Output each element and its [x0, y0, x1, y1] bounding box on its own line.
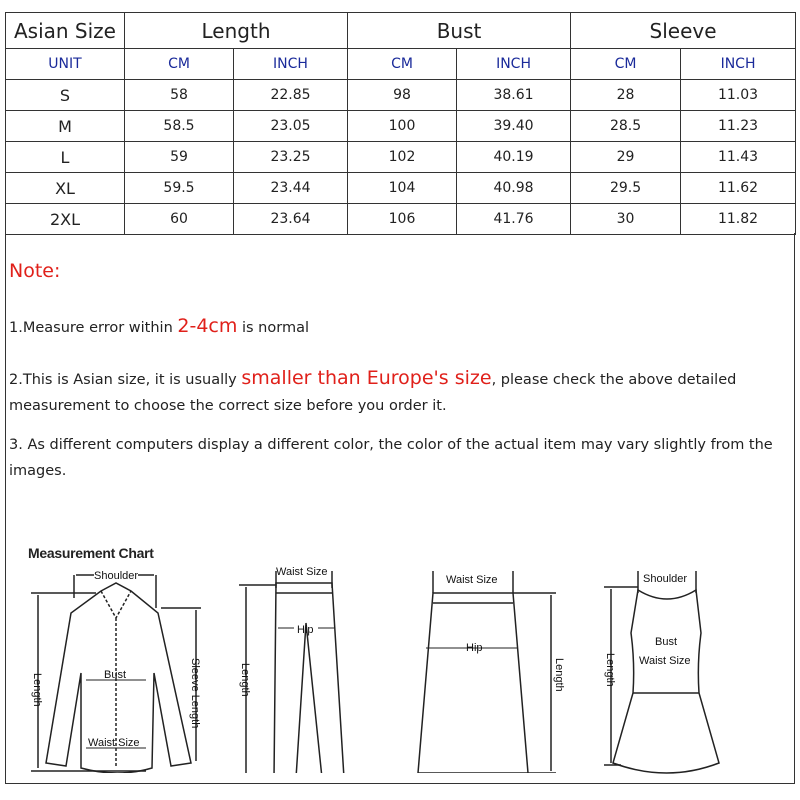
measurement-cell: 58.5: [124, 110, 234, 142]
measurement-cell: 23.64: [232, 203, 349, 235]
measurement-cell: 100: [347, 110, 458, 142]
size-row: M 58.5 23.05 100 39.40 28.5 11.23: [5, 110, 797, 142]
measurement-cell: 11.82: [680, 203, 797, 235]
dress-diagram: Shoulder Bust Waist Size Length: [604, 571, 720, 774]
measurement-cell: 11.23: [680, 110, 797, 142]
note-2: 2.This is Asian size, it is usually smal…: [9, 365, 789, 419]
measurement-cell: 60: [124, 203, 234, 235]
measurement-cell: 30: [570, 203, 682, 235]
measurement-cell: 11.62: [680, 172, 797, 204]
measurement-cell: 40.19: [456, 141, 572, 173]
dress-bust-label: Bust: [655, 636, 677, 648]
measurement-cell: 29.5: [570, 172, 682, 204]
shirt-bust-label: Bust: [104, 669, 126, 681]
shirt-length-label: Length: [31, 673, 43, 707]
skirt-hip-label: Hip: [466, 642, 483, 654]
unit-cell: CM: [347, 48, 458, 80]
header-length: Length: [123, 12, 349, 49]
header-sleeve: Sleeve: [570, 12, 797, 49]
measurement-cell: 59: [124, 141, 234, 173]
measurement-cell: 40.98: [456, 172, 572, 204]
measurement-cell: 23.05: [232, 110, 349, 142]
dress-shoulder-label: Shoulder: [643, 573, 687, 585]
unit-cell: UNIT: [5, 48, 125, 80]
size-label-cell: L: [5, 141, 125, 173]
header-bust: Bust: [347, 12, 572, 49]
dress-waist-label: Waist Size: [639, 655, 691, 667]
unit-cell: CM: [570, 48, 682, 80]
measurement-cell: 29: [570, 141, 682, 173]
measurement-cell: 11.03: [680, 79, 797, 111]
note-2-highlight: smaller than Europe's size: [241, 367, 492, 389]
measurement-cell: 11.43: [680, 141, 797, 173]
measurement-cell: 98: [347, 79, 458, 111]
measurement-cell: 38.61: [456, 79, 572, 111]
measurement-cell: 28.5: [570, 110, 682, 142]
note-1-highlight: 2-4cm: [177, 315, 238, 337]
pants-length-label: Length: [239, 663, 251, 697]
size-row: S 58 22.85 98 38.61 28 11.03: [5, 79, 797, 111]
shirt-diagram: Shoulder Bust Waist Size Length Sleeve L…: [31, 570, 201, 773]
note-2-text: 2.This is Asian size, it is usually: [9, 372, 242, 388]
pants-hip-label: Hip: [297, 624, 314, 636]
note-3: 3. As different computers display a diff…: [9, 437, 773, 479]
notes-section: Note: 1.Measure error within 2-4cm is no…: [5, 233, 795, 784]
note-1-text: 1.Measure error within: [9, 320, 178, 336]
measurement-cell: 22.85: [232, 79, 349, 111]
unit-cell: INCH: [680, 48, 797, 80]
header-row: Asian Size Length Bust Sleeve: [5, 12, 797, 49]
measurement-cell: 59.5: [124, 172, 234, 204]
shirt-sleeve-label: Sleeve Length: [189, 658, 201, 728]
measurement-cell: 28: [570, 79, 682, 111]
size-label-cell: 2XL: [5, 203, 125, 235]
header-asian-size: Asian Size: [5, 12, 125, 49]
measurement-cell: 106: [347, 203, 458, 235]
note-2-text-end: , please check the above detailed measur…: [9, 372, 737, 414]
measurement-cell: 23.44: [232, 172, 349, 204]
dress-length-label: Length: [604, 653, 616, 687]
unit-row: UNIT CM INCH CM INCH CM INCH: [5, 48, 797, 80]
unit-cell: CM: [124, 48, 234, 80]
size-row: L 59 23.25 102 40.19 29 11.43: [5, 141, 797, 173]
skirt-length-label: Length: [553, 658, 565, 692]
pants-waist-label: Waist Size: [276, 566, 328, 578]
size-table: Asian Size Length Bust Sleeve UNIT CM IN…: [5, 12, 797, 235]
note-1-text-end: is normal: [237, 320, 309, 336]
measurement-cell: 39.40: [456, 110, 572, 142]
measurement-cell: 104: [347, 172, 458, 204]
unit-cell: INCH: [456, 48, 572, 80]
measurement-cell: 58: [124, 79, 234, 111]
shirt-waist-label: Waist Size: [88, 737, 140, 749]
size-row: XL 59.5 23.44 104 40.98 29.5 11.62: [5, 172, 797, 204]
unit-cell: INCH: [232, 48, 349, 80]
note-1: 1.Measure error within 2-4cm is normal: [9, 313, 789, 341]
measurement-cell: 23.25: [232, 141, 349, 173]
pants-diagram: Waist Size Hip Length: [239, 566, 345, 773]
size-label-cell: S: [5, 79, 125, 111]
measurement-chart-title: Measurement Chart: [28, 545, 154, 561]
size-label-cell: M: [5, 110, 125, 142]
skirt-diagram: Waist Size Hip Length: [417, 571, 565, 773]
measurement-cell: 102: [347, 141, 458, 173]
shirt-shoulder-label: Shoulder: [94, 570, 138, 582]
skirt-waist-label: Waist Size: [446, 574, 498, 586]
note-title: Note:: [9, 260, 61, 282]
size-row: 2XL 60 23.64 106 41.76 30 11.82: [5, 203, 797, 235]
measurement-cell: 41.76: [456, 203, 572, 235]
size-label-cell: XL: [5, 172, 125, 204]
